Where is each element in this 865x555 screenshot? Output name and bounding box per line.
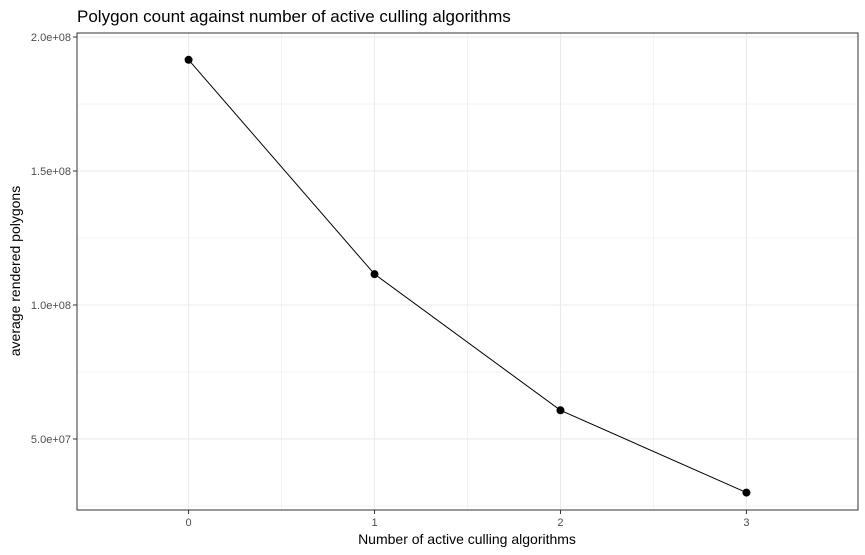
y-axis: 5.0e+07 1.0e+08 1.5e+08 2.0e+08 xyxy=(31,32,77,446)
data-points xyxy=(184,55,751,497)
chart-title: Polygon count against number of active c… xyxy=(77,7,511,26)
panel-border xyxy=(76,32,859,511)
y-tick-label: 5.0e+07 xyxy=(31,434,71,446)
x-axis-title: Number of active culling algorithms xyxy=(358,531,576,547)
y-tick-label: 2.0e+08 xyxy=(31,32,71,44)
y-axis-title: average rendered polygons xyxy=(7,186,23,356)
y-tick-label: 1.5e+08 xyxy=(31,166,71,178)
data-point xyxy=(742,488,751,497)
series-line xyxy=(188,59,747,494)
data-point xyxy=(556,406,565,415)
x-tick-label: 2 xyxy=(557,517,563,529)
x-tick-label: 0 xyxy=(186,517,192,529)
x-tick-label: 1 xyxy=(371,517,377,529)
x-axis: 0 1 2 3 xyxy=(186,510,749,529)
series-line-group xyxy=(188,59,747,494)
data-point xyxy=(370,270,379,279)
x-tick-label: 3 xyxy=(743,517,749,529)
y-tick-label: 1.0e+08 xyxy=(31,300,71,312)
grid xyxy=(77,33,858,510)
data-point xyxy=(184,55,193,64)
